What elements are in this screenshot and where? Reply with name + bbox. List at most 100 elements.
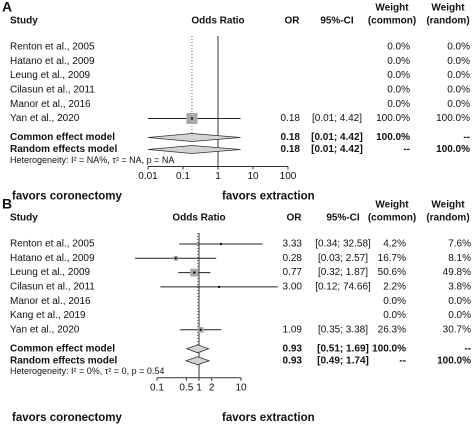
panel-label: A	[2, 0, 12, 15]
or-value: 0.93	[283, 355, 303, 366]
x-tick-label: 0.1	[176, 171, 190, 182]
header: Weight	[431, 3, 465, 14]
header: 95%-CI	[320, 16, 354, 27]
weight-random: --	[463, 132, 470, 143]
header: Odds Ratio	[191, 16, 244, 27]
diamond	[185, 344, 210, 354]
weight-random: 8.1%	[448, 253, 471, 264]
header: Weight	[375, 200, 409, 211]
or-value: 3.33	[283, 239, 303, 250]
weight-random: 100.0%	[436, 113, 470, 124]
weight-random: 7.6%	[448, 239, 471, 250]
point	[199, 328, 202, 331]
x-tick-label: 10	[235, 382, 247, 393]
weight-common: 0.0%	[383, 310, 406, 321]
header: (random)	[426, 16, 469, 27]
point	[193, 271, 196, 274]
weight-random: 0.0%	[448, 296, 471, 307]
weight-common: 100.0%	[376, 132, 410, 143]
study-name: Manor et al., 2016	[10, 99, 91, 110]
diamond	[147, 133, 241, 142]
weight-random: 100.0%	[436, 144, 470, 155]
pooled-name: Common effect model	[10, 132, 115, 143]
heterogeneity: Heterogeneity: I² = 0%, τ² = 0, p = 0.54	[10, 366, 164, 376]
header: Weight	[375, 3, 409, 14]
weight-random: 0.0%	[447, 99, 470, 110]
ci-value: [0.34; 32.58]	[315, 239, 371, 250]
header: (common)	[368, 213, 416, 224]
header: Study	[10, 213, 38, 224]
favors-right: favors extraction	[222, 412, 315, 424]
weight-common: 100.0%	[372, 343, 406, 354]
x-tick-label: 0.1	[150, 382, 164, 393]
weight-random: 0.0%	[447, 70, 470, 81]
study-name: Leung et al., 2009	[10, 70, 91, 81]
study-name: Cilasun et al., 2011	[10, 282, 95, 293]
x-tick-label: 2	[209, 382, 215, 393]
point	[217, 285, 221, 289]
weight-common: 4.2%	[383, 239, 406, 250]
diamond	[184, 356, 211, 366]
study-name: Cilasun et al., 2011	[10, 85, 95, 96]
favors-right: favors extraction	[222, 191, 315, 203]
or-value: 3.00	[283, 282, 303, 293]
or-value: 0.28	[283, 253, 303, 264]
pooled-name: Common effect model	[10, 343, 115, 354]
header: OR	[285, 16, 301, 27]
point	[219, 242, 223, 246]
weight-random: 0.0%	[447, 56, 470, 67]
header: OR	[287, 213, 303, 224]
weight-random: --	[464, 343, 471, 354]
or-value: 0.77	[283, 267, 303, 278]
or-value: 0.18	[281, 132, 301, 143]
header: Odds Ratio	[172, 213, 225, 224]
header: Weight	[431, 200, 465, 211]
ci-value: [0.01; 4.42]	[312, 113, 362, 124]
study-name: Yan et al., 2020	[10, 324, 80, 335]
point	[190, 117, 194, 120]
weight-common: 50.6%	[378, 267, 406, 278]
point	[174, 257, 177, 260]
weight-common: 0.0%	[387, 99, 410, 110]
x-tick-label: 0.01	[138, 171, 158, 182]
weight-common: 2.2%	[383, 282, 406, 293]
weight-common: 0.0%	[387, 42, 410, 53]
favors-left: favors coronectomy	[12, 191, 123, 203]
study-name: Leung et al., 2009	[10, 267, 91, 278]
header: 95%-CI	[326, 213, 360, 224]
study-name: Manor et al., 2016	[10, 296, 91, 307]
study-name: Kang et al., 2019	[10, 310, 86, 321]
x-tick-label: 10	[247, 171, 259, 182]
weight-random: 49.8%	[443, 267, 471, 278]
ci-value: [0.03; 2.57]	[318, 253, 368, 264]
weight-common: 0.0%	[387, 85, 410, 96]
header: (common)	[368, 16, 416, 27]
weight-random: 0.0%	[448, 310, 471, 321]
x-tick-label: 1	[215, 171, 221, 182]
ci-value: [0.01; 4.42]	[311, 144, 363, 155]
diamond	[147, 145, 241, 154]
ci-value: [0.32; 1.87]	[318, 267, 368, 278]
weight-common: 26.3%	[378, 324, 406, 335]
study-name: Hatano et al., 2009	[10, 56, 95, 67]
pooled-name: Random effects model	[10, 144, 117, 155]
study-name: Yan et al., 2020	[10, 113, 80, 124]
weight-common: 0.0%	[387, 70, 410, 81]
ci-value: [0.12; 74.66]	[315, 282, 371, 293]
x-tick-label: 0.5	[179, 382, 193, 393]
favors-left: favors coronectomy	[12, 412, 123, 424]
ci-value: [0.49; 1.74]	[317, 355, 369, 366]
study-name: Renton et al., 2005	[10, 239, 95, 250]
heterogeneity: Heterogeneity: I² = NA%, τ² = NA, p = NA	[10, 155, 174, 165]
or-value: 1.09	[283, 324, 303, 335]
or-value: 0.18	[281, 113, 301, 124]
study-name: Renton et al., 2005	[10, 42, 95, 53]
study-name: Hatano et al., 2009	[10, 253, 95, 264]
weight-common: --	[403, 144, 410, 155]
header: Study	[10, 16, 38, 27]
weight-random: 100.0%	[437, 355, 471, 366]
x-tick-label: 100	[280, 171, 297, 182]
ci-value: [0.51; 1.69]	[317, 343, 369, 354]
x-tick-label: 1	[196, 382, 202, 393]
weight-common: --	[399, 355, 406, 366]
